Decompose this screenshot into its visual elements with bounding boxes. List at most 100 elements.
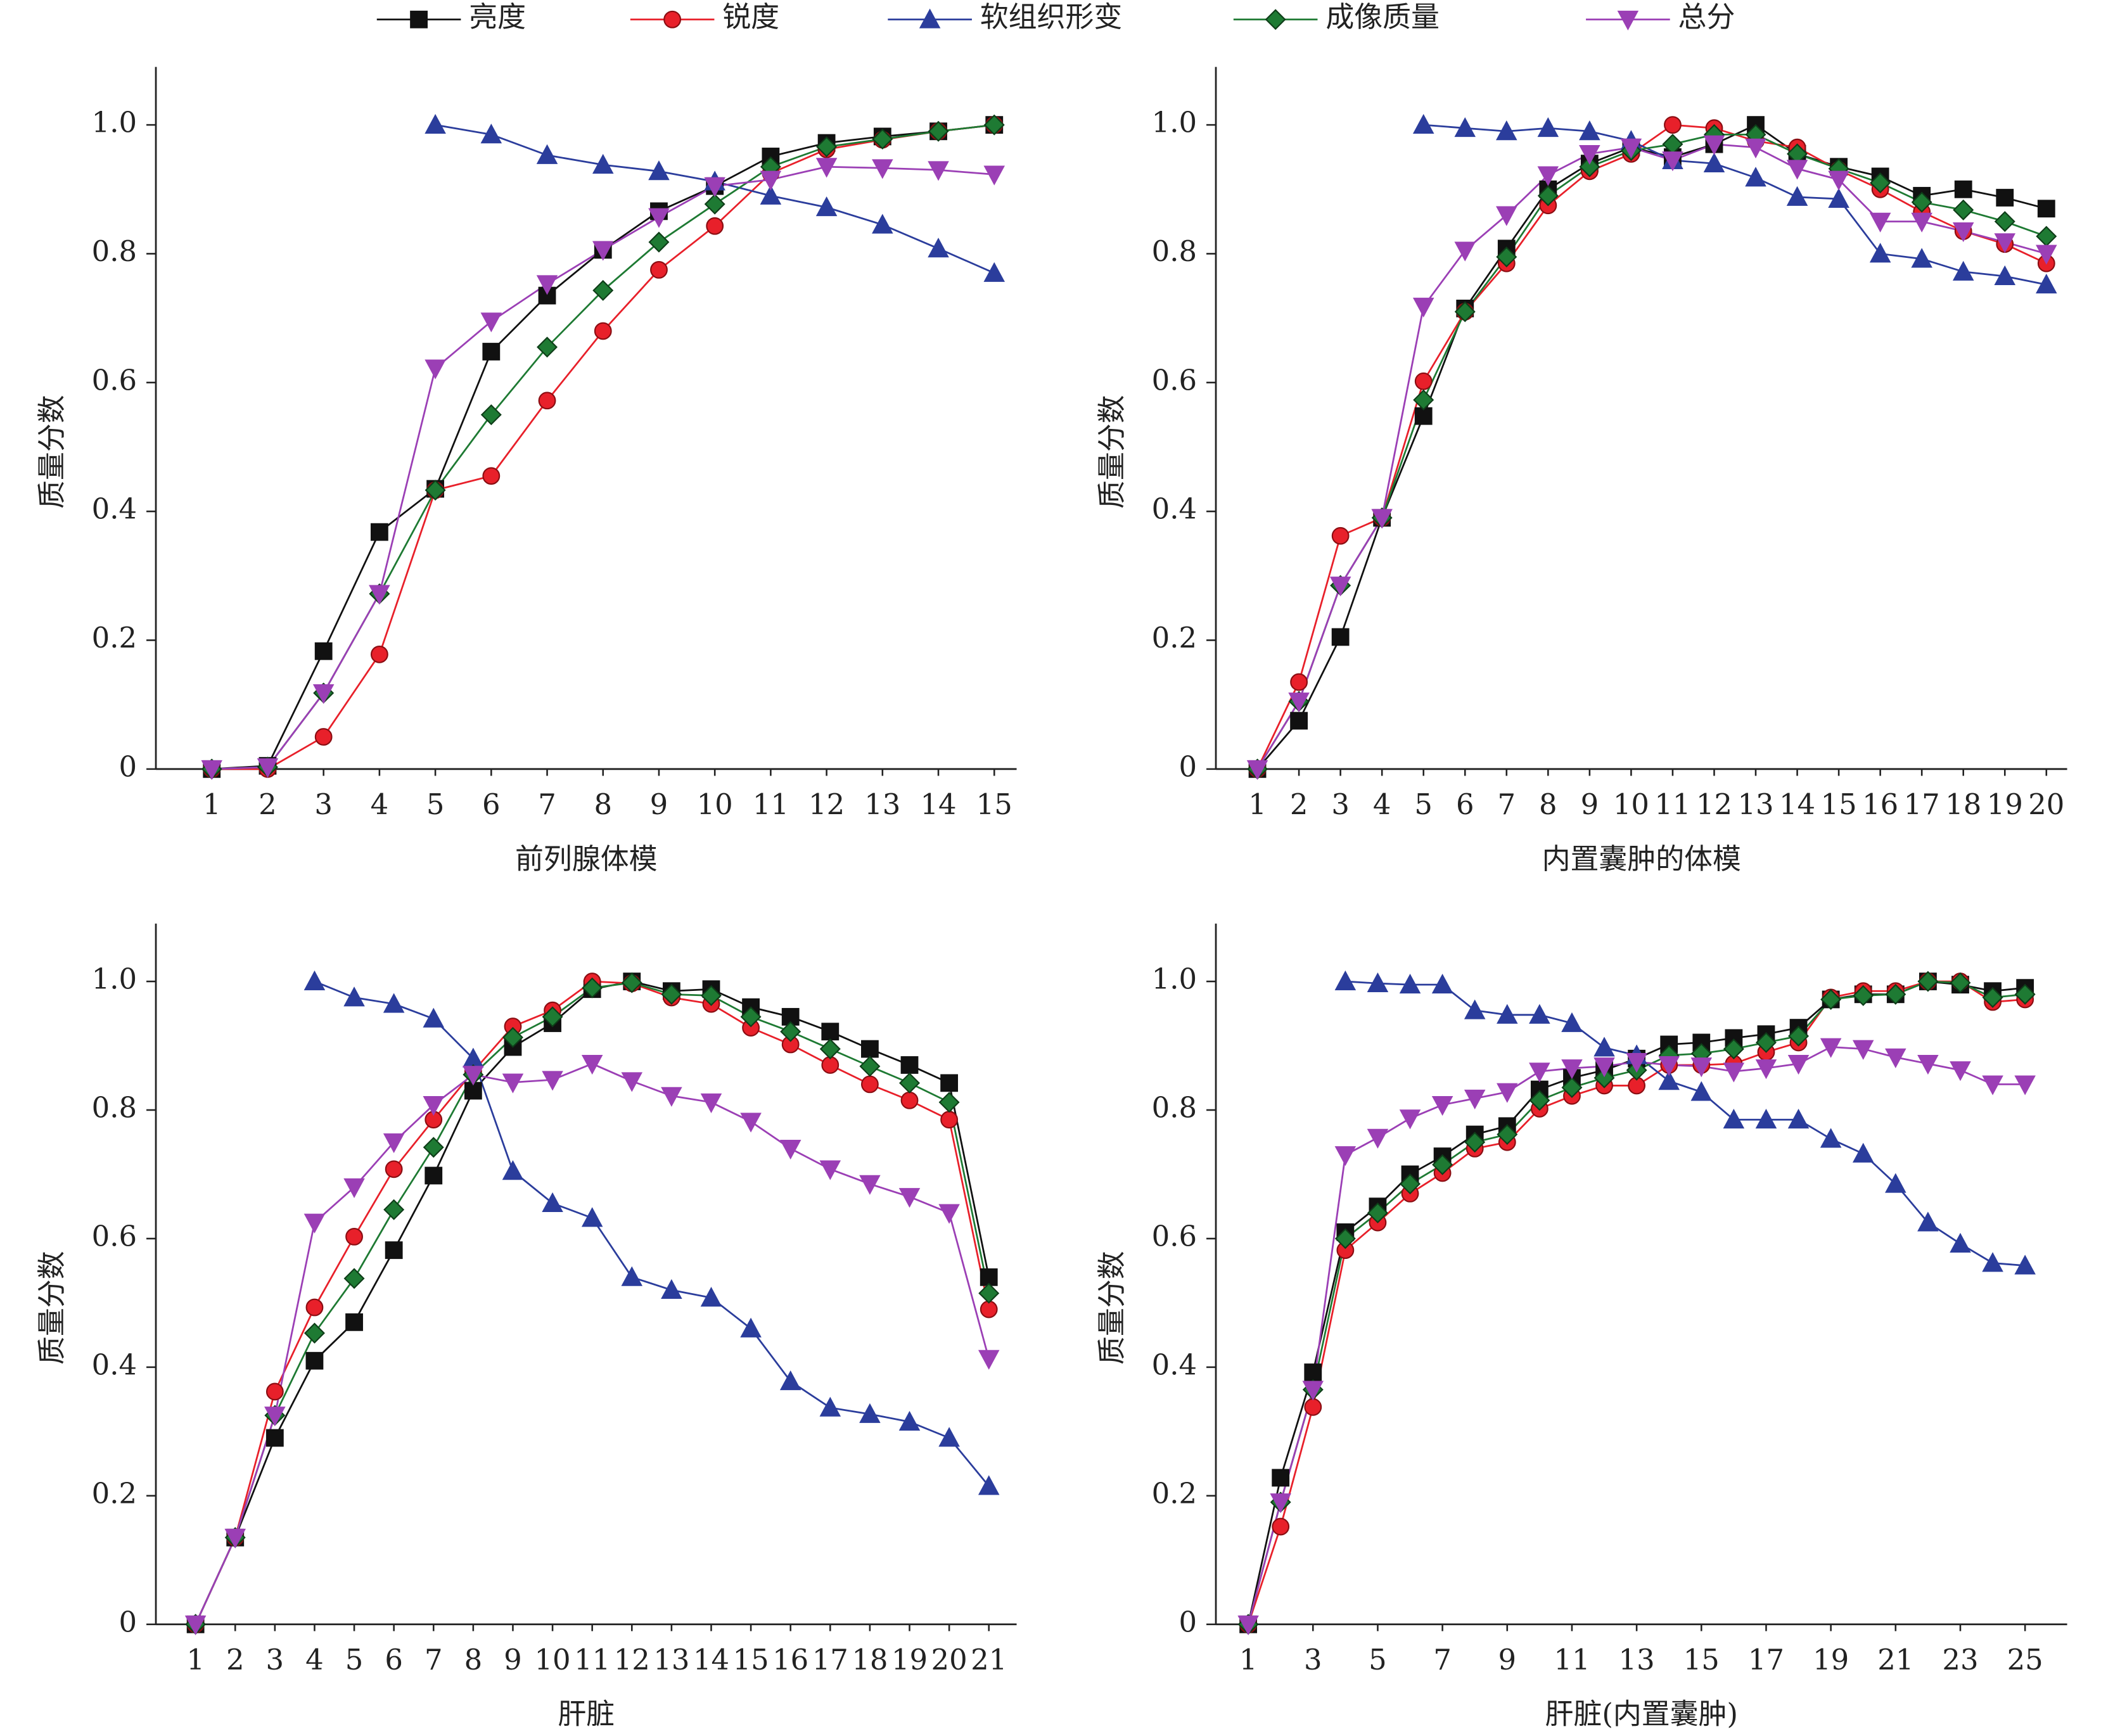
marker-triangle bbox=[2036, 274, 2057, 294]
x-tick-label: 3 bbox=[1331, 788, 1350, 821]
marker-triangle bbox=[1593, 1037, 1615, 1057]
marker-square bbox=[345, 1313, 363, 1331]
marker-triangle-down bbox=[704, 177, 725, 197]
marker-diamond bbox=[1994, 211, 2015, 233]
marker-triangle bbox=[1367, 972, 1389, 992]
y-tick-label: 0 bbox=[1178, 1605, 1197, 1638]
marker-triangle-down bbox=[1787, 1055, 1810, 1075]
marker-circle bbox=[482, 467, 501, 485]
marker-triangle-down bbox=[700, 1093, 722, 1114]
marker-triangle-down bbox=[1723, 1063, 1745, 1083]
x-tick-label: 21 bbox=[1877, 1643, 1913, 1676]
legend-label: 锐度 bbox=[722, 0, 779, 34]
x-tick-label: 16 bbox=[1862, 788, 1898, 821]
marker-triangle bbox=[1917, 1211, 1939, 1232]
x-tick-label: 10 bbox=[697, 788, 733, 821]
marker-circle bbox=[1272, 1517, 1290, 1536]
marker-triangle-down bbox=[423, 1095, 445, 1116]
marker-triangle-down bbox=[480, 312, 502, 333]
marker-triangle bbox=[2014, 1254, 2036, 1275]
x-tick-label: 13 bbox=[653, 1643, 689, 1676]
marker-triangle bbox=[592, 153, 614, 174]
marker-triangle bbox=[700, 1287, 722, 1307]
marker-triangle-down bbox=[1755, 1059, 1777, 1080]
marker-triangle bbox=[1497, 1004, 1518, 1024]
marker-diamond bbox=[1885, 983, 1906, 1005]
marker-diamond bbox=[425, 480, 446, 501]
marker-triangle bbox=[1745, 167, 1766, 187]
marker-circle bbox=[370, 645, 388, 663]
marker-diamond bbox=[1334, 1228, 1356, 1249]
x-tick-label: 14 bbox=[920, 788, 956, 821]
marker-diamond bbox=[859, 1056, 881, 1077]
series-line bbox=[1247, 1046, 2026, 1625]
marker-triangle bbox=[779, 1370, 801, 1391]
marker-circle bbox=[345, 1227, 363, 1246]
marker-square bbox=[410, 10, 428, 29]
marker-diamond bbox=[1265, 9, 1286, 30]
x-tick-label: 20 bbox=[2028, 788, 2064, 821]
marker-triangle bbox=[1952, 260, 1974, 281]
marker-triangle-down bbox=[343, 1178, 365, 1198]
x-tick-label: 7 bbox=[1433, 1643, 1452, 1676]
series-line bbox=[212, 124, 995, 770]
marker-triangle-down bbox=[1626, 1052, 1647, 1073]
marker-triangle-down bbox=[303, 1213, 326, 1234]
marker-square bbox=[1331, 628, 1350, 646]
marker-triangle-down bbox=[1911, 212, 1932, 233]
x-tick-label: 1 bbox=[186, 1643, 205, 1676]
marker-triangle-down bbox=[224, 1528, 246, 1549]
marker-square bbox=[305, 1351, 324, 1370]
marker-triangle-down bbox=[1828, 170, 1849, 191]
marker-triangle-down bbox=[760, 170, 782, 191]
marker-square bbox=[980, 1268, 998, 1286]
marker-triangle-down bbox=[740, 1113, 762, 1133]
marker-diamond bbox=[1413, 389, 1434, 411]
marker-diamond bbox=[383, 1199, 405, 1220]
marker-triangle bbox=[815, 196, 838, 217]
x-tick-label: 10 bbox=[534, 1643, 570, 1676]
x-tick-label: 3 bbox=[266, 1643, 284, 1676]
x-tick-label: 2 bbox=[259, 788, 277, 821]
marker-diamond bbox=[1950, 972, 1971, 993]
x-tick-label: 10 bbox=[1613, 788, 1649, 821]
x-tick-label: 9 bbox=[1581, 788, 1599, 821]
x-tick-label: 12 bbox=[808, 788, 845, 821]
marker-diamond bbox=[582, 977, 603, 999]
marker-triangle bbox=[1431, 973, 1453, 994]
marker-square bbox=[1996, 189, 2014, 207]
marker-diamond bbox=[502, 1026, 523, 1048]
marker-triangle-down bbox=[819, 1160, 841, 1180]
marker-triangle-down bbox=[1431, 1095, 1453, 1116]
marker-triangle-down bbox=[1302, 1381, 1324, 1401]
marker-circle bbox=[940, 1111, 959, 1129]
x-tick-label: 25 bbox=[2007, 1643, 2043, 1676]
y-tick-label: 0 bbox=[1178, 750, 1197, 783]
marker-square bbox=[1272, 1469, 1290, 1487]
marker-triangle-down bbox=[1869, 212, 1891, 233]
legend-label: 软组织形变 bbox=[980, 0, 1123, 34]
marker-triangle-down bbox=[1994, 233, 2016, 253]
marker-diamond bbox=[343, 1268, 365, 1289]
y-tick-label: 0.4 bbox=[92, 492, 137, 526]
marker-circle bbox=[860, 1075, 879, 1094]
marker-triangle-down bbox=[383, 1133, 405, 1153]
series-line bbox=[1256, 143, 2047, 770]
marker-diamond bbox=[816, 136, 838, 158]
x-tick-label: 5 bbox=[426, 788, 445, 821]
x-tick-label: 15 bbox=[733, 1643, 769, 1676]
marker-circle bbox=[1331, 527, 1350, 545]
x-tick-label: 1 bbox=[1248, 788, 1267, 821]
marker-triangle-down bbox=[1412, 297, 1434, 318]
marker-square bbox=[821, 1023, 840, 1041]
marker-triangle-down bbox=[872, 159, 893, 179]
marker-triangle-down bbox=[1497, 1083, 1518, 1103]
marker-circle bbox=[706, 217, 724, 235]
marker-diamond bbox=[1911, 191, 1932, 213]
marker-diamond bbox=[899, 1072, 920, 1094]
marker-triangle-down bbox=[2014, 1075, 2036, 1095]
x-tick-label: 4 bbox=[305, 1643, 324, 1676]
marker-triangle-down bbox=[1950, 1061, 1971, 1082]
marker-triangle bbox=[919, 8, 941, 29]
